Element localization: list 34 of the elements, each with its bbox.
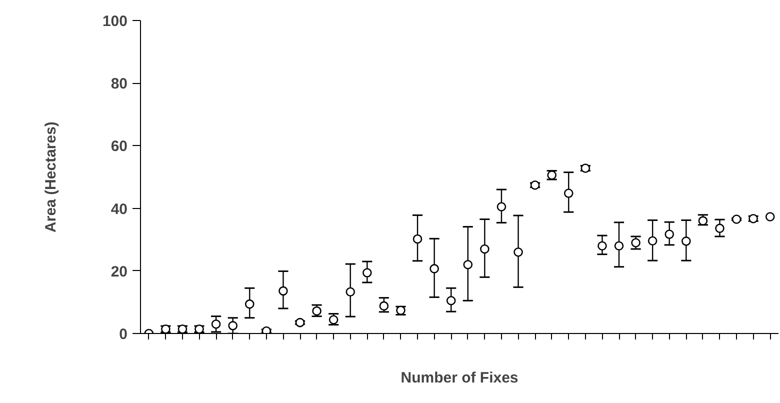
point xyxy=(564,188,574,198)
y-axis-title: Area (Hectares) xyxy=(42,122,60,232)
point xyxy=(362,268,372,278)
y-tick-label: 20 xyxy=(110,263,128,280)
point xyxy=(346,287,356,297)
point xyxy=(514,247,523,257)
point xyxy=(496,202,506,212)
point xyxy=(244,299,254,309)
x-axis-title: Number of Fixes xyxy=(400,370,518,386)
point xyxy=(278,286,288,296)
point xyxy=(732,214,742,224)
point xyxy=(228,321,238,330)
y-tick-label: 40 xyxy=(110,200,128,218)
point xyxy=(262,326,272,334)
y-tick-label: 80 xyxy=(110,76,128,93)
point xyxy=(430,264,439,274)
point xyxy=(446,296,456,306)
point xyxy=(664,230,674,239)
point xyxy=(614,241,624,250)
point xyxy=(295,318,305,328)
y-tick-label: 0 xyxy=(119,326,128,343)
point xyxy=(682,236,691,246)
y-tick-label: 100 xyxy=(102,13,128,30)
point xyxy=(598,241,607,250)
point xyxy=(765,212,775,222)
point xyxy=(412,234,422,244)
point xyxy=(463,260,473,270)
y-tick-label: 60 xyxy=(110,138,128,156)
point xyxy=(211,319,221,329)
point xyxy=(715,224,724,233)
point xyxy=(631,238,640,248)
point xyxy=(480,244,490,254)
point xyxy=(379,301,389,311)
point xyxy=(648,236,658,246)
